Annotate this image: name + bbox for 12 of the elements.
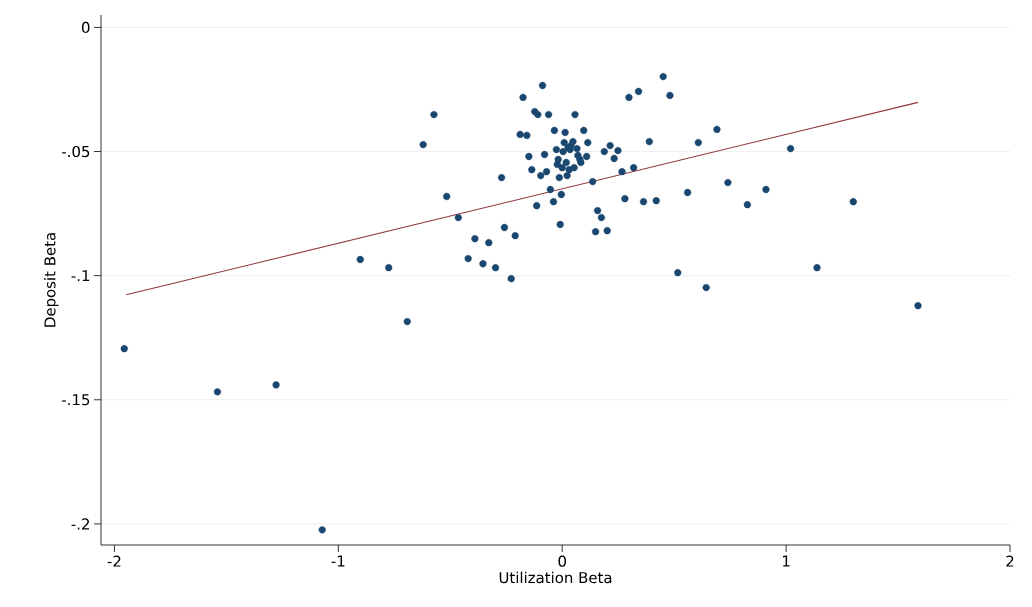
x-tick-label: 2 [1006,555,1014,567]
x-tick-label: -1 [331,555,345,567]
y-tick-label: -.15 [62,394,90,406]
x-tick-label: -2 [107,555,121,567]
y-tick-label: -.05 [62,145,90,158]
y-axis-title: Deposit Beta [44,233,59,327]
x-axis-title: Utilization Beta [499,571,612,584]
x-tick-label: 0 [558,555,566,567]
y-tick-label: -.1 [71,270,90,282]
y-tick-label: 0 [81,21,90,34]
y-tick-label: -.2 [71,518,89,530]
x-tick-label: 1 [783,555,790,567]
